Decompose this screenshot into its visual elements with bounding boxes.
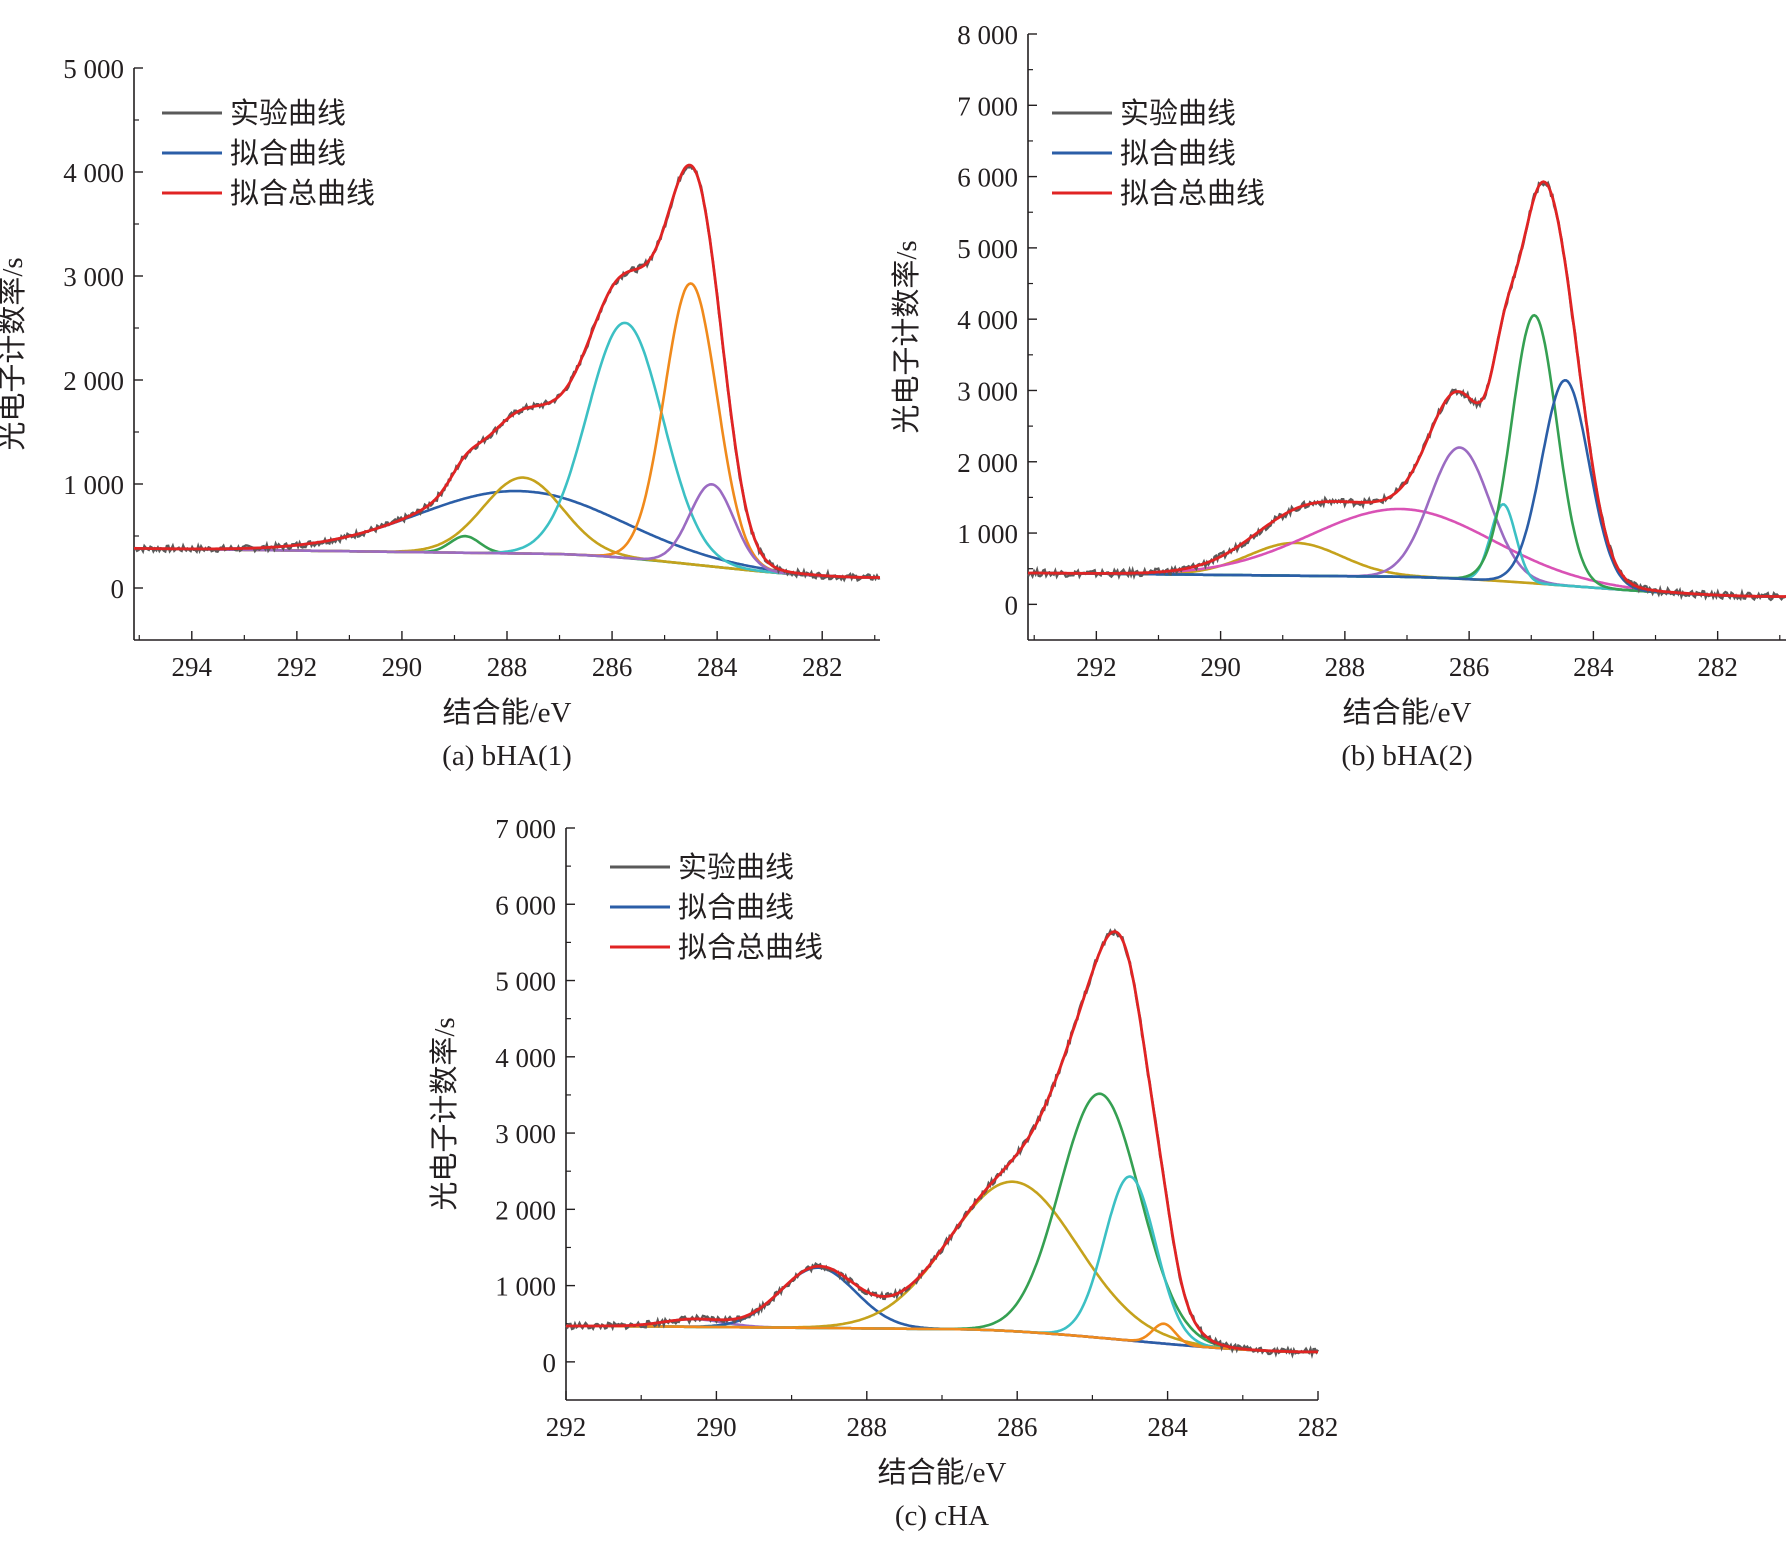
y-tick-label: 4 000: [495, 1043, 556, 1073]
caption: (b) bHA(2): [1341, 740, 1472, 772]
x-axis-title: 结合能/eV: [878, 1456, 1007, 1489]
x-tick-label: 286: [1449, 652, 1490, 682]
y-tick-label: 1 000: [495, 1272, 556, 1302]
y-tick-label: 0: [543, 1348, 557, 1378]
total-fit-curve: [566, 930, 1319, 1354]
fit-component-4: [140, 321, 874, 579]
y-tick-label: 3 000: [63, 262, 124, 292]
x-tick-label: 288: [487, 652, 528, 682]
x-tick-label: 284: [697, 652, 738, 682]
legend-label: 拟合曲线: [678, 891, 794, 924]
x-axis-title: 结合能/eV: [1343, 696, 1472, 729]
total-fit-curve: [1028, 180, 1786, 598]
y-tick-label: 6 000: [495, 890, 556, 920]
y-tick-label: 4 000: [63, 158, 124, 188]
legend-label: 实验曲线: [1120, 97, 1236, 130]
y-tick-label: 3 000: [495, 1119, 556, 1149]
experimental-curve: [565, 928, 1320, 1360]
x-tick-label: 294: [172, 652, 213, 682]
x-tick-label: 292: [277, 652, 318, 682]
y-tick-label: 7 000: [957, 91, 1018, 121]
legend-label: 拟合总曲线: [678, 931, 823, 964]
experimental-curve: [1026, 180, 1786, 602]
y-axis-title: 光电子计数率/s: [428, 1017, 461, 1210]
y-tick-label: 4 000: [957, 305, 1018, 335]
x-tick-label: 290: [1200, 652, 1241, 682]
x-tick-label: 290: [696, 1412, 737, 1442]
x-tick-label: 288: [1325, 652, 1366, 682]
chart-c: 0 1 000 2 000 3 000 4 000 5 000 6 000 7 000 292 2…: [428, 814, 1338, 1532]
y-tick-label: 0: [111, 574, 125, 604]
x-axis-title: 结合能/eV: [443, 696, 572, 729]
y-tick-label: 8 000: [957, 20, 1018, 50]
y-axis-title: 光电子计数率/s: [0, 257, 29, 450]
x-tick-label: 286: [592, 652, 633, 682]
caption: (a) bHA(1): [442, 740, 572, 772]
y-tick-label: 5 000: [957, 234, 1018, 264]
y-tick-label: 5 000: [63, 54, 124, 84]
y-tick-label: 2 000: [495, 1195, 556, 1225]
legend-label: 实验曲线: [678, 851, 794, 884]
fit-component-6: [1035, 378, 1779, 598]
y-tick-label: 1 000: [63, 470, 124, 500]
legend-label: 实验曲线: [230, 97, 346, 130]
caption: (c) cHA: [895, 1500, 989, 1532]
chart-a: 0 1 000 2 000 3 000 4 000 5 000 294 292 290 288 28…: [0, 54, 881, 772]
y-axis-title: 光电子计数率/s: [890, 240, 923, 433]
y-tick-label: 6 000: [957, 163, 1018, 193]
x-tick-label: 282: [1298, 1412, 1339, 1442]
chart-b: 0 1 000 2 000 3 000 4 000 5 000 6 000 7 000 8 00…: [890, 20, 1786, 772]
legend-label: 拟合总曲线: [1120, 177, 1265, 210]
x-tick-label: 290: [382, 652, 423, 682]
fit-component-6: [140, 482, 874, 579]
legend-label: 拟合曲线: [1120, 137, 1236, 170]
experimental-curve: [133, 164, 881, 583]
fit-component-6: [603, 1322, 1318, 1354]
fit-component-5: [140, 282, 874, 579]
legend-label: 拟合总曲线: [230, 177, 375, 210]
x-tick-label: 286: [997, 1412, 1038, 1442]
x-tick-label: 288: [847, 1412, 888, 1442]
y-tick-label: 7 000: [495, 814, 556, 844]
x-tick-label: 284: [1573, 652, 1614, 682]
fit-component-2: [1035, 507, 1779, 598]
y-tick-label: 5 000: [495, 967, 556, 997]
total-fit-curve: [134, 163, 880, 579]
y-tick-label: 1 000: [957, 519, 1018, 549]
x-tick-label: 282: [1697, 652, 1738, 682]
x-tick-label: 292: [1076, 652, 1117, 682]
fit-component-5: [1035, 313, 1779, 598]
x-tick-label: 282: [802, 652, 843, 682]
x-tick-label: 284: [1147, 1412, 1188, 1442]
y-tick-label: 2 000: [63, 366, 124, 396]
y-tick-label: 0: [1005, 590, 1019, 620]
y-tick-label: 3 000: [957, 376, 1018, 406]
y-tick-label: 2 000: [957, 448, 1018, 478]
x-tick-label: 292: [546, 1412, 587, 1442]
legend-label: 拟合曲线: [230, 137, 346, 170]
